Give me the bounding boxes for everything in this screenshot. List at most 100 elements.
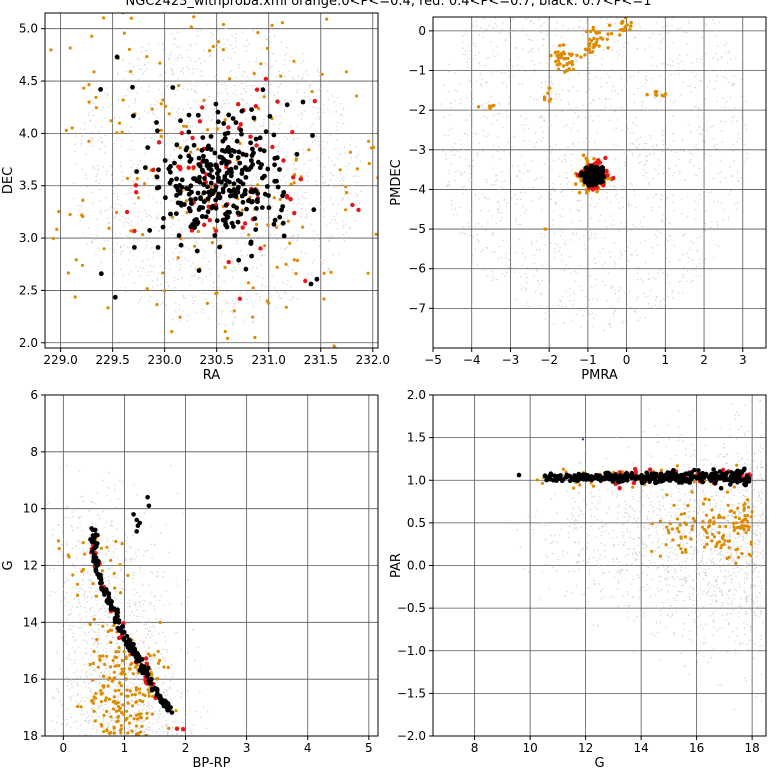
field-star-point: [107, 667, 109, 670]
field-star-point: [113, 217, 116, 219]
field-star-point: [167, 284, 170, 286]
field-star-point: [649, 134, 652, 137]
field-star-point: [144, 49, 147, 52]
field-star-point: [149, 264, 152, 267]
field-star-point: [648, 153, 651, 155]
x-tick-label: −1: [579, 353, 597, 367]
field-star-point: [223, 280, 225, 283]
field-star-point: [81, 616, 84, 619]
high-probability-member-point: [203, 214, 209, 220]
field-star-point: [523, 212, 526, 214]
field-star-point: [322, 148, 324, 150]
field-star-point: [284, 291, 286, 293]
field-star-point: [226, 38, 229, 41]
high-probability-member-point: [228, 193, 233, 199]
field-star-point: [637, 278, 639, 281]
low-probability-member-point: [573, 182, 578, 186]
high-probability-member-point: [155, 128, 160, 134]
field-star-point: [59, 629, 62, 632]
field-star-point: [265, 65, 267, 68]
field-star-point: [291, 77, 294, 79]
field-star-point: [245, 50, 248, 53]
high-probability-member-point: [300, 99, 306, 105]
field-star-point: [70, 678, 72, 680]
field-star-point: [161, 93, 163, 95]
field-star-point: [106, 726, 109, 728]
field-star-point: [301, 113, 304, 115]
field-star-point: [729, 96, 732, 99]
field-star-point: [636, 298, 638, 300]
field-star-point: [225, 324, 227, 327]
field-star-point: [745, 100, 748, 103]
field-star-point: [147, 733, 149, 736]
field-star-point: [212, 286, 215, 288]
field-star-point: [48, 595, 51, 597]
high-probability-member-point: [174, 142, 180, 148]
low-probability-member-point: [263, 244, 267, 248]
field-star-point: [262, 277, 265, 280]
field-star-point: [611, 306, 613, 309]
field-star-point: [112, 187, 114, 190]
field-star-point: [91, 606, 93, 609]
high-probability-member-point: [254, 206, 259, 211]
field-star-point: [485, 102, 488, 104]
field-star-point: [275, 115, 277, 117]
field-star-point: [121, 691, 124, 693]
field-star-point: [234, 134, 237, 136]
field-star-point: [246, 291, 248, 294]
field-star-point: [85, 653, 88, 655]
field-star-point: [101, 688, 104, 690]
high-probability-member-point: [231, 181, 237, 187]
field-star-point: [462, 34, 464, 37]
high-probability-member-point: [201, 190, 207, 196]
field-star-point: [80, 139, 83, 141]
high-probability-member-point: [249, 158, 254, 163]
field-star-point: [672, 64, 674, 67]
field-star-point: [639, 316, 641, 319]
field-star-point: [151, 279, 154, 282]
field-star-point: [264, 92, 266, 94]
field-star-point: [221, 199, 224, 202]
field-star-point: [577, 90, 579, 92]
field-star-point: [572, 234, 575, 236]
field-star-point: [561, 190, 563, 192]
field-star-point: [80, 205, 82, 207]
field-star-point: [117, 137, 120, 139]
low-probability-member-point: [161, 271, 165, 275]
field-star-point: [170, 200, 172, 202]
field-star-point: [447, 181, 450, 183]
low-probability-member-point: [189, 25, 193, 29]
field-star-point: [602, 160, 604, 162]
field-star-point: [668, 234, 670, 236]
field-star-point: [589, 115, 592, 117]
field-star-point: [83, 700, 86, 702]
field-star-point: [309, 168, 311, 170]
field-star-point: [310, 272, 313, 275]
field-star-point: [169, 67, 172, 69]
low-probability-member-point: [589, 39, 594, 43]
field-star-point: [258, 171, 261, 174]
low-probability-member-point: [292, 258, 296, 262]
field-star-point: [151, 706, 153, 709]
field-star-point: [318, 74, 320, 76]
field-star-point: [139, 298, 141, 301]
field-star-point: [502, 239, 504, 242]
field-star-point: [56, 652, 59, 655]
field-star-point: [350, 157, 352, 159]
field-star-point: [305, 277, 307, 279]
field-star-point: [248, 43, 250, 45]
field-star-point: [162, 631, 165, 634]
field-star-point: [307, 273, 309, 276]
field-star-point: [226, 27, 228, 30]
field-star-point: [613, 41, 615, 43]
field-star-point: [623, 148, 626, 151]
field-star-point: [259, 298, 262, 301]
field-star-point: [9, 716, 11, 718]
field-star-point: [186, 320, 189, 322]
high-probability-member-point: [239, 108, 245, 114]
field-star-point: [492, 27, 495, 29]
field-star-point: [562, 208, 564, 210]
field-star-point: [561, 260, 564, 262]
field-star-point: [656, 236, 658, 239]
high-probability-member-point: [253, 227, 259, 233]
